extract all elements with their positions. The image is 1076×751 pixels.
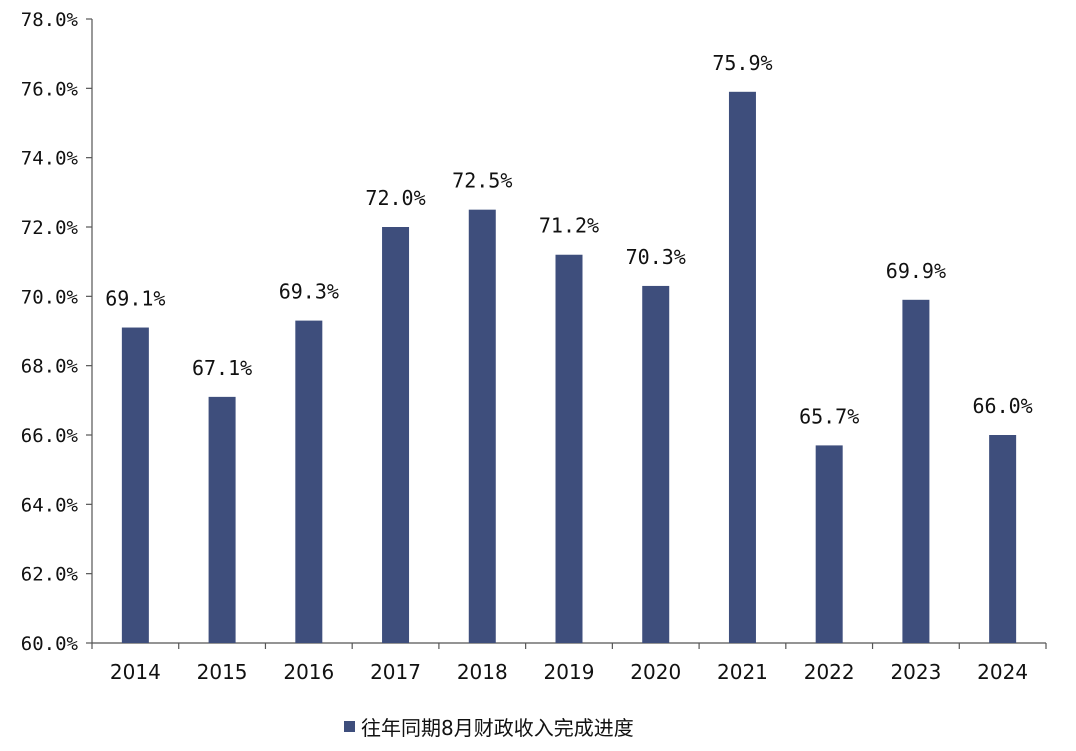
data-label: 69.9% [886,259,946,283]
y-tick-label: 74.0% [21,148,79,170]
data-label: 69.1% [105,287,165,311]
x-tick-label: 2022 [804,660,855,684]
bar [208,396,236,643]
data-label: 66.0% [973,394,1033,418]
data-label: 67.1% [192,356,252,380]
legend-label: 往年同期8月财政收入完成进度 [361,716,634,740]
x-tick-label: 2016 [283,660,334,684]
x-tick-label: 2015 [197,660,248,684]
x-tick-label: 2014 [110,660,161,684]
x-tick-label: 2019 [544,660,595,684]
bar [815,445,843,643]
y-tick-label: 76.0% [21,78,79,100]
x-tick-label: 2024 [977,660,1028,684]
x-tick-label: 2018 [457,660,508,684]
bar [728,91,756,644]
bar [121,327,149,643]
x-tick-label: 2023 [890,660,941,684]
data-label: 70.3% [626,245,686,269]
data-label: 72.0% [365,186,425,210]
bar [295,320,323,643]
data-label: 72.5% [452,169,512,193]
x-tick-label: 2021 [717,660,768,684]
y-tick-label: 68.0% [21,356,79,378]
bar-chart: 60.0% 62.0% 64.0% 66.0% 68.0% 70.0% 72.0% 74.0%… [21,9,1047,684]
bar [468,209,496,643]
bar [555,254,583,643]
data-label: 75.9% [712,51,772,75]
data-label: 71.2% [539,214,599,238]
y-tick-label: 66.0% [21,425,79,447]
y-tick-label: 60.0% [21,633,79,655]
x-tick-label: 2017 [370,660,421,684]
y-tick-label: 78.0% [21,9,79,31]
y-tick-label: 72.0% [21,217,79,239]
data-label: 65.7% [799,404,859,428]
y-tick-label: 64.0% [21,494,79,516]
legend: 往年同期8月财政收入完成进度 [344,712,634,741]
y-tick-label: 70.0% [21,286,79,308]
bar [989,435,1017,643]
x-tick-label: 2020 [630,660,681,684]
bar [382,227,410,643]
legend-swatch [344,721,355,732]
bar [642,285,670,643]
bar [902,299,930,643]
y-tick-label: 62.0% [21,564,79,586]
data-label: 69.3% [279,280,339,304]
